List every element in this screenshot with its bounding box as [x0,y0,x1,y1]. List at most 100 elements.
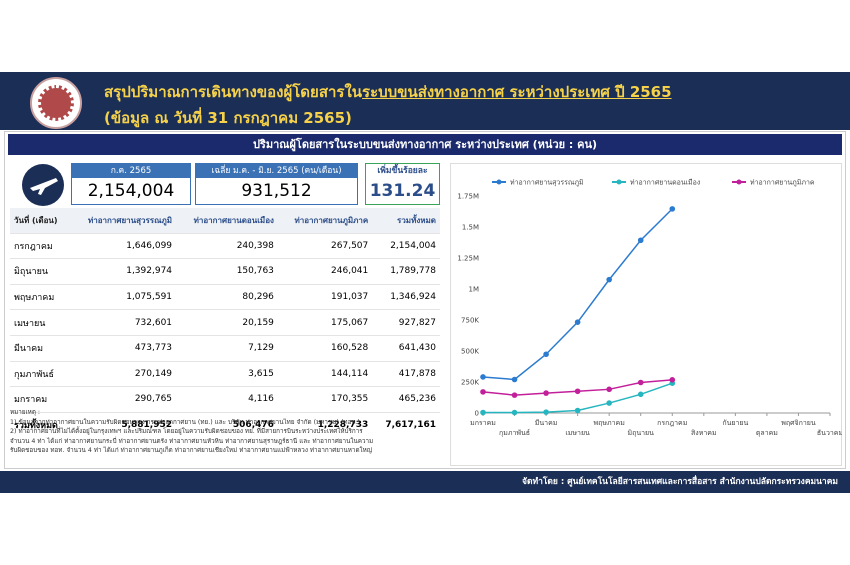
table-cell: กุมภาพันธ์ [10,361,70,388]
kpi-label: เพิ่มขึ้นร้อยละ [366,164,439,178]
y-tick-label: 1.5M [462,224,479,232]
table-cell: 270,149 [69,361,177,388]
y-tick-label: 750K [461,317,479,325]
kpi-label: เฉลี่ย ม.ค. - มิ.ย. 2565 (คน/เดือน) [196,164,357,178]
y-tick-label: 1.25M [457,255,479,263]
x-tick-label: สิงหาคม [691,429,717,437]
data-point [511,376,518,383]
logo [30,77,82,129]
table-cell: ท่าอากาศยานภูมิภาค [277,208,373,234]
data-point [480,374,486,380]
table-cell: 1,646,099 [69,233,177,260]
x-tick-label: มิถุนายน [627,429,654,437]
table-cell: 170,355 [277,386,373,413]
legend-label: ท่าอากาศยานดอนเมือง [630,179,700,187]
note-line: รับผิดชอบของ ทอท. จำนวน 4 ท่า ได้แก่ ท่า… [10,447,373,454]
table-row: มิถุนายน 1,392,974 150,763 246,041 1,789,778 [10,258,440,285]
chart-frame [450,163,842,466]
y-tick-label: 500K [461,348,479,356]
y-tick-label: 0 [475,410,479,418]
table-cell: 2,154,004 [372,233,440,260]
table-cell: 5,881,952 [121,420,173,431]
plane-icon [22,164,64,206]
data-point [669,206,676,212]
table-cell: 506,476 [232,420,274,431]
table-cell: 732,601 [69,309,177,336]
kpi-label: ก.ค. 2565 [72,164,190,178]
kpi-card: ก.ค. 2565 2,154,004 [71,163,191,205]
table-cell: กรกฎาคม [10,233,70,260]
legend-label: ท่าอากาศยานภูมิภาค [750,179,815,187]
x-tick-label: พฤษภาคม [594,419,625,427]
chart: 0 250K 500K 750K 1M 1.25M 1.5M 1.75M มกราคมกุมภา… [457,179,842,438]
legend-swatch [616,179,622,185]
table-cell: 240,398 [176,233,278,260]
table-cell: รวมทั้งหมด [14,421,58,432]
table-cell: 1,346,924 [372,284,440,311]
kpi-value: 931,512 [241,181,312,201]
x-tick-label: พฤศจิกายน [781,419,816,427]
table-row: มีนาคม 473,773 7,129 160,528 641,430 [10,335,440,362]
data-point [543,351,549,358]
data-table: วันที่ (เดือน) ท่าอากาศยานสุวรรณภูมิ ท่าอา… [10,208,440,437]
legend-label: ท่าอากาศยานสุวรรณภูมิ [510,179,584,187]
table-cell: 1,228,733 [317,420,369,431]
table-cell: 465,236 [372,386,440,413]
table-cell: 150,763 [176,258,278,285]
table-cell: 246,041 [277,258,373,285]
table-row: วันที่ (เดือน) ท่าอากาศยานสุวรรณภูมิ ท่าอา… [10,208,440,234]
table-cell: 20,159 [176,309,278,336]
data-point [480,409,486,416]
x-tick-label: กุมภาพันธ์ [499,429,530,437]
note-line: จำนวน 4 ท่า ได้แก่ ท่าอากาศยานกระบี่ ท่า… [10,437,374,445]
kpi-value: 2,154,004 [87,181,175,201]
table-cell: เมษายน [10,309,70,336]
table-row: กุมภาพันธ์ 270,149 3,615 144,114 417,878 [10,361,440,388]
note-line: หมายเหตุ : [10,409,41,416]
table-row: เมษายน 732,601 20,159 175,067 927,827 [10,309,440,336]
table-cell: 3,615 [176,361,278,388]
data-point [574,407,581,414]
x-tick-label: เมษายน [565,429,590,437]
title-part: สรุปปริมาณการเดินทางของผู้โดยสารใน [104,83,363,101]
legend-swatch [496,179,502,185]
data-point [606,276,612,283]
data-point [637,391,644,398]
table-cell: 1,075,591 [69,284,177,311]
table-cell: 290,765 [69,386,177,413]
table-cell: 7,129 [176,335,278,362]
table-cell: ท่าอากาศยานสุวรรณภูมิ [69,208,177,234]
table-cell: 191,037 [277,284,373,311]
x-tick-label: กรกฎาคม [657,419,687,427]
legend-swatch [736,179,742,185]
table-cell: 927,827 [372,309,440,336]
note-line: 1) ข้อมูลจากท่าอากาศยานในความรับผิดชอบขอ… [10,418,360,426]
panel [4,131,846,469]
data-point [637,237,644,244]
table-cell: พฤษภาคม [10,284,70,311]
table-cell: 144,114 [277,361,373,388]
y-tick-label: 1.75M [457,193,479,201]
footer: จัดทำโดย : ศูนย์เทคโนโลยีสารสนเทศและการส… [0,471,850,493]
table-cell: 417,878 [372,361,440,388]
data-point [606,400,612,406]
table-row: พฤษภาคม 1,075,591 80,296 191,037 1,346,924 [10,284,440,311]
data-point [511,409,518,416]
data-point [511,392,518,398]
banner [0,72,850,130]
table-cell: วันที่ (เดือน) [10,208,70,234]
table-row: รวมทั้งหมด 5,881,952 506,476 1,228,733 7,617… [10,412,440,437]
table-cell: 7,617,161 [385,420,436,431]
notes: หมายเหตุ : 1) ข้อมูลจากท่าอากาศยานในความร… [10,408,450,456]
table-cell: 175,067 [277,309,373,336]
kpi-card: เฉลี่ย ม.ค. - มิ.ย. 2565 (คน/เดือน) 931,5… [195,163,358,205]
data-point [669,377,676,383]
y-tick-label: 250K [461,379,479,387]
data-point [574,388,581,395]
table-cell: ท่าอากาศยานดอนเมือง [176,208,278,234]
table-cell: 80,296 [176,284,278,311]
series-line [482,208,673,381]
subtitle: (ข้อมูล ณ วันที่ 31 กรกฎาคม 2565) [104,109,352,127]
note-line: 2) ท่าอากาศยานที่ไม่ได้ตั้งอยู่ในกรุงเทพ… [10,428,363,435]
